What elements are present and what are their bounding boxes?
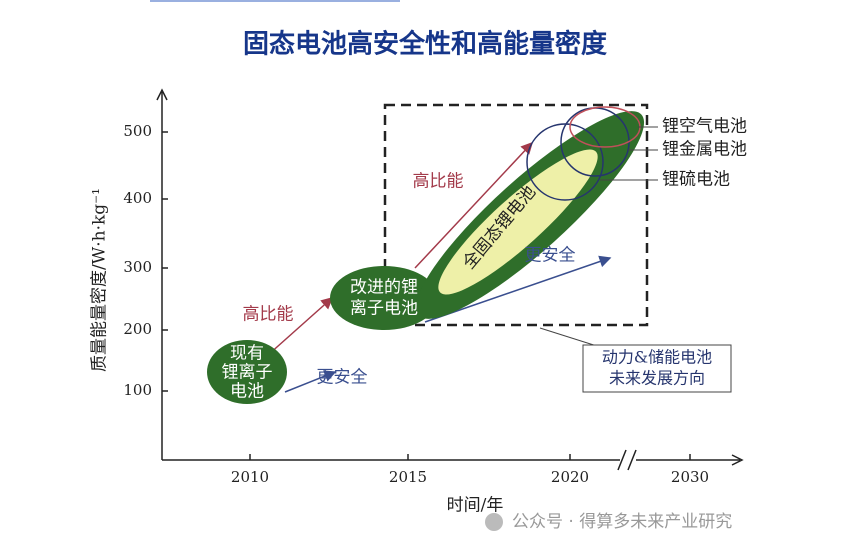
future-box <box>383 103 649 327</box>
watermark: 公众号 · 得算多未来产业研究 <box>512 512 732 532</box>
node-label: 电池 <box>230 382 264 402</box>
node-label: 锂离子 <box>222 363 273 383</box>
node-label: 现有 <box>230 344 264 364</box>
leaders <box>539 126 658 348</box>
arrow <box>424 255 612 323</box>
y-tick-label: 300 <box>123 258 152 276</box>
node-shape <box>207 340 287 404</box>
y-tick-label: 100 <box>123 381 152 399</box>
callout: 锂金属电池 <box>662 140 747 160</box>
node-shape <box>438 149 598 295</box>
title: 固态电池高安全性和高能量密度 <box>243 29 607 60</box>
arrow-label: 更安全 <box>525 246 576 266</box>
arrow <box>414 141 534 269</box>
axes <box>156 88 744 471</box>
y-axis-label: 质量能量密度/W·h·kg⁻¹ <box>90 188 110 372</box>
x-axis-label: 时间/年 <box>447 496 504 516</box>
watermark-icon <box>485 513 503 531</box>
node-label: 离子电池 <box>350 299 418 319</box>
node-label: 改进的锂 <box>350 278 418 298</box>
x-tick-label: 2010 <box>231 468 269 486</box>
arrow-label: 高比能 <box>413 172 464 192</box>
box-label: 未来发展方向 <box>609 369 705 388</box>
arrow-label: 高比能 <box>243 305 294 325</box>
arrow <box>284 370 337 393</box>
arrow-label: 更安全 <box>317 368 368 388</box>
arrow <box>267 297 334 356</box>
node-shape <box>330 266 438 330</box>
y-tick-label: 200 <box>123 320 152 338</box>
x-tick-label: 2030 <box>671 468 709 486</box>
callout: 锂空气电池 <box>662 117 747 137</box>
callout: 锂硫电池 <box>662 170 730 190</box>
x-tick-label: 2015 <box>389 468 427 486</box>
box-label-frame <box>582 344 732 393</box>
box-label: 动力&储能电池 <box>602 348 712 367</box>
ring <box>526 123 604 201</box>
y-tick-label: 400 <box>123 189 152 207</box>
y-tick-label: 500 <box>123 122 152 140</box>
x-tick-label: 2020 <box>551 468 589 486</box>
